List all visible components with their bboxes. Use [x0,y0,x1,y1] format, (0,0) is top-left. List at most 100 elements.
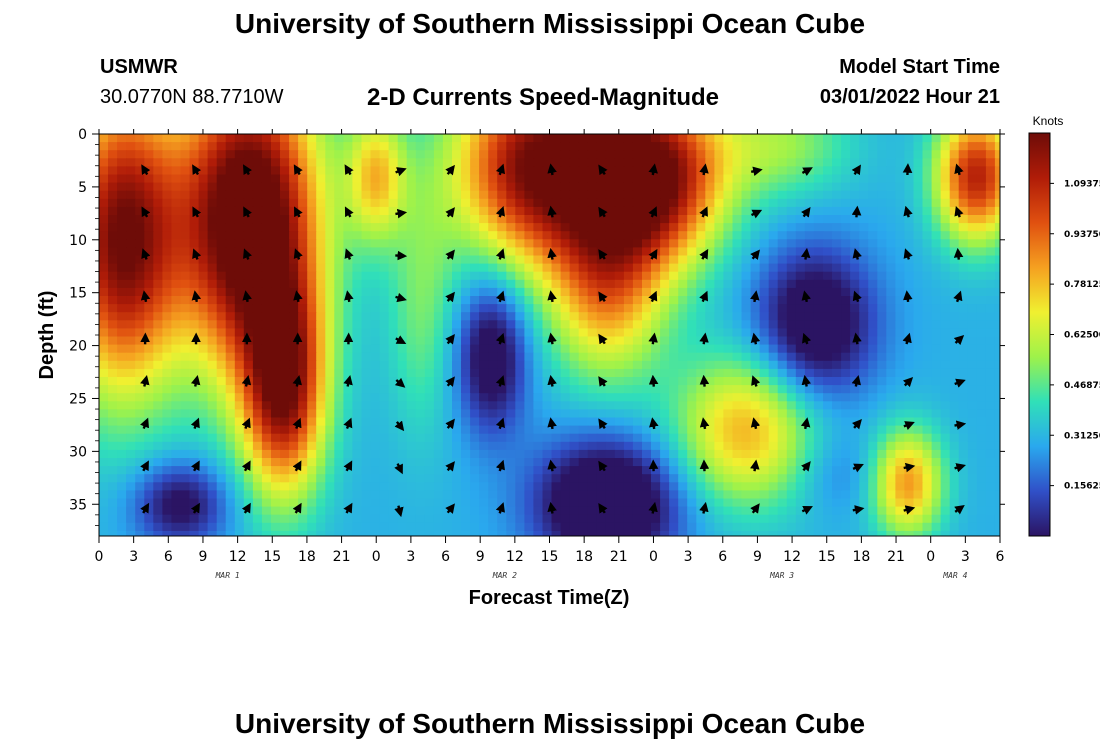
heatmap-cell [859,344,869,354]
heatmap-cell [352,215,363,224]
heatmap-cell [452,287,462,297]
page-title: University of Southern Mississippi Ocean… [234,8,866,39]
heatmap-cell [877,449,887,459]
heatmap-cell [497,239,507,248]
heatmap-cell [261,198,272,208]
heatmap-cell [967,458,978,467]
heatmap-cell [261,368,272,378]
heatmap-cell [198,287,209,297]
heatmap-cell [343,385,354,394]
heatmap-cell [678,458,688,467]
heatmap-cell [271,425,281,435]
heatmap-cell [488,182,498,192]
heatmap-cell [352,206,363,216]
heatmap-cell [696,433,706,443]
heatmap-cell [804,320,815,329]
heatmap-cell [605,271,616,281]
heatmap-cell [506,530,516,536]
heatmap-cell [325,514,335,524]
heatmap-cell [506,506,516,516]
heatmap-cell [596,498,607,508]
heatmap-cell [913,239,924,248]
heatmap-cell [804,409,815,419]
heatmap-cell [895,530,906,536]
heatmap-cell [632,279,643,289]
heatmap-cell [379,344,390,354]
heatmap-cell [298,336,308,346]
heatmap-cell [614,287,625,297]
heatmap-cell [759,150,770,159]
heatmap-cell [850,271,860,281]
heatmap-cell [117,304,127,313]
heatmap-cell [379,247,390,257]
heatmap-cell [316,336,326,346]
heatmap-cell [596,393,607,402]
heatmap-cell [415,393,426,402]
heatmap-cell [108,312,118,321]
heatmap-cell [886,271,896,281]
heatmap-cell [479,312,489,321]
heatmap-cell [352,158,363,167]
heatmap-cell [895,352,906,362]
heatmap-cell [289,239,299,248]
heatmap-cell [596,514,607,524]
heatmap-cell [958,142,969,151]
heatmap-cell [605,223,616,232]
heatmap-cell [298,134,308,143]
heatmap-cell [433,530,444,536]
heatmap-cell [153,458,163,467]
heatmap-cell [216,150,227,159]
heatmap-cell [153,182,163,192]
heatmap-cell [108,174,118,184]
heatmap-cell [877,336,887,346]
heatmap-cell [452,368,462,378]
heatmap-cell [216,433,227,443]
heatmap-cell [813,296,824,305]
heatmap-cell [198,134,209,143]
heatmap-cell [886,490,896,500]
heatmap-cell [252,215,263,224]
heatmap-cell [515,458,525,467]
heatmap-cell [234,352,245,362]
heatmap-cell [759,336,770,346]
heatmap-cell [198,393,209,402]
heatmap-cell [768,368,779,378]
heatmap-cell [768,466,779,475]
heatmap-cell [252,344,263,354]
heatmap-cell [940,506,951,516]
heatmap-cell [895,474,906,483]
heatmap-cell [976,401,987,410]
heatmap-cell [461,279,471,289]
heatmap-cell [479,287,489,297]
heatmap-cell [153,239,163,248]
heatmap-cell [216,239,227,248]
heatmap-cell [171,466,182,475]
heatmap-cell [388,296,399,305]
heatmap-cell [660,150,670,159]
heatmap-cell [379,417,390,427]
heatmap-cell [433,336,444,346]
heatmap-cell [895,271,906,281]
heatmap-cell [524,401,535,410]
heatmap-cell [642,506,652,516]
heatmap-cell [361,247,372,257]
heatmap-cell [687,198,697,208]
heatmap-cell [470,239,480,248]
heatmap-cell [569,150,580,159]
heatmap-cell [777,150,788,159]
heatmap-cell [985,441,996,451]
heatmap-cell [949,263,960,273]
heatmap-cell [361,514,372,524]
heatmap-cell [108,466,118,475]
heatmap-cell [207,482,218,491]
heatmap-cell [859,385,869,394]
heatmap-cell [406,401,417,410]
heatmap-cell [958,360,969,370]
heatmap-cell [533,206,544,216]
heatmap-cell [307,344,317,354]
heatmap-cell [732,279,743,289]
heatmap-cell [768,401,779,410]
heatmap-cell [913,263,924,273]
heatmap-cell [216,271,227,281]
heatmap-cell [135,401,145,410]
